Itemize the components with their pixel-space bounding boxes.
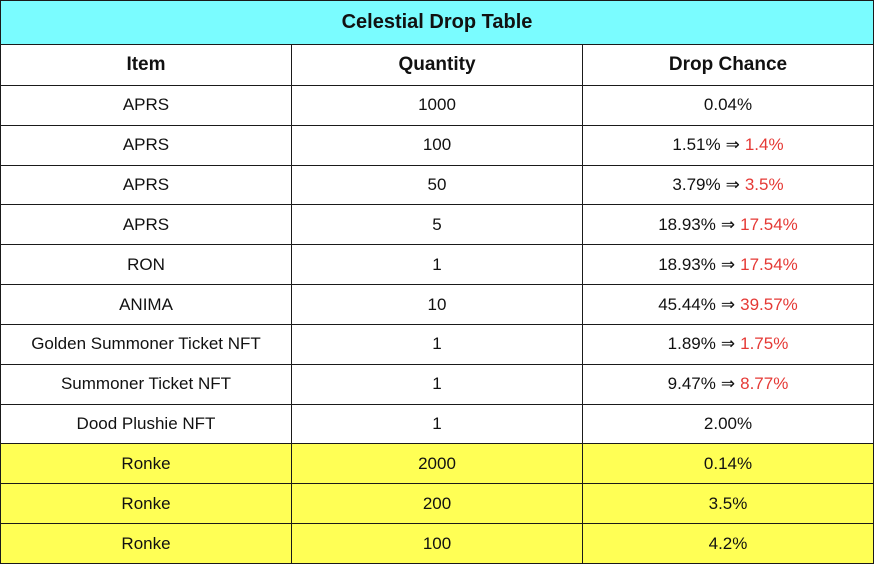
drop-chance-value: 18.93%	[658, 214, 716, 234]
drop-chance-value: 2.00%	[703, 414, 753, 434]
column-header-item: Item	[0, 44, 292, 86]
drop-chance-value: 3.5%	[708, 493, 748, 513]
change-arrow: ⇒	[720, 294, 736, 314]
cell-item: Ronke	[0, 523, 292, 564]
cell-item: ANIMA	[0, 284, 292, 325]
cell-quantity: 2000	[291, 443, 583, 485]
cell-quantity: 5	[291, 204, 583, 246]
cell-drop-chance: 45.44% ⇒ 39.57%	[582, 284, 874, 325]
cell-drop-chance: 18.93% ⇒ 17.54%	[582, 204, 874, 246]
table-row: APRS 5 18.93% ⇒ 17.54%	[0, 204, 874, 246]
cell-drop-chance: 3.79% ⇒ 3.5%	[582, 164, 874, 206]
cell-quantity: 1	[291, 363, 583, 405]
cell-quantity: 50	[291, 164, 583, 206]
cell-quantity: 100	[291, 124, 583, 166]
drop-chance-value: 1.89%	[667, 334, 716, 354]
column-header-quantity: Quantity	[291, 44, 583, 86]
table-row: APRS 100 1.51% ⇒ 1.4%	[0, 124, 874, 166]
table-row: Ronke 200 3.5%	[0, 483, 874, 525]
table-row: Summoner Ticket NFT 1 9.47% ⇒ 8.77%	[0, 363, 874, 405]
cell-item: APRS	[0, 164, 292, 206]
cell-drop-chance: 4.2%	[582, 523, 874, 564]
drop-chance-value: 9.47%	[667, 374, 716, 394]
cell-drop-chance: 1.89% ⇒ 1.75%	[582, 323, 874, 365]
change-arrow: ⇒	[725, 135, 740, 155]
drop-chance-value: 45.44%	[658, 294, 716, 314]
cell-quantity: 1000	[291, 85, 583, 126]
cell-quantity: 1	[291, 323, 583, 365]
change-arrow: ⇒	[725, 175, 740, 195]
table-row: Golden Summoner Ticket NFT 1 1.89% ⇒ 1.75%	[0, 323, 874, 365]
new-drop-chance-value: 17.54%	[740, 254, 798, 274]
table-row: ANIMA 10 45.44% ⇒ 39.57%	[0, 284, 874, 325]
cell-quantity: 10	[291, 284, 583, 325]
cell-drop-chance: 18.93% ⇒ 17.54%	[582, 244, 874, 286]
new-drop-chance-value: 8.77%	[740, 374, 789, 394]
cell-item: Ronke	[0, 443, 292, 485]
table-body: APRS 1000 0.04% APRS 100 1.51% ⇒ 1.4% APRS 50 3.79…	[0, 85, 874, 564]
header-row: Item Quantity Drop Chance	[0, 44, 874, 86]
cell-item: APRS	[0, 124, 292, 166]
cell-quantity: 1	[291, 244, 583, 286]
drop-chance-value: 18.93%	[658, 254, 716, 274]
table-row: APRS 50 3.79% ⇒ 3.5%	[0, 164, 874, 206]
cell-item: Dood Plushie NFT	[0, 403, 292, 445]
table-row: Dood Plushie NFT 1 2.00%	[0, 403, 874, 445]
table-row: APRS 1000 0.04%	[0, 85, 874, 126]
table-row: Ronke 2000 0.14%	[0, 443, 874, 485]
cell-quantity: 200	[291, 483, 583, 525]
drop-chance-value: 1.51%	[672, 135, 721, 155]
change-arrow: ⇒	[720, 334, 736, 354]
drop-chance-value: 0.04%	[703, 95, 753, 115]
table-row: RON 1 18.93% ⇒ 17.54%	[0, 244, 874, 286]
cell-drop-chance: 1.51% ⇒ 1.4%	[582, 124, 874, 166]
new-drop-chance-value: 1.4%	[744, 135, 784, 155]
new-drop-chance-value: 3.5%	[744, 175, 784, 195]
cell-quantity: 100	[291, 523, 583, 564]
cell-drop-chance: 0.04%	[582, 85, 874, 126]
cell-quantity: 1	[291, 403, 583, 445]
new-drop-chance-value: 39.57%	[740, 294, 798, 314]
cell-drop-chance: 2.00%	[582, 403, 874, 445]
cell-drop-chance: 0.14%	[582, 443, 874, 485]
table-title: Celestial Drop Table	[0, 0, 874, 45]
title-row: Celestial Drop Table	[0, 0, 874, 45]
cell-item: Golden Summoner Ticket NFT	[0, 323, 292, 365]
drop-chance-value: 4.2%	[708, 533, 748, 553]
drop-chance-value: 0.14%	[703, 453, 753, 473]
cell-item: Summoner Ticket NFT	[0, 363, 292, 405]
column-header-drop-chance: Drop Chance	[582, 44, 874, 86]
new-drop-chance-value: 17.54%	[740, 214, 798, 234]
cell-item: APRS	[0, 85, 292, 126]
drop-chance-value: 3.79%	[672, 175, 721, 195]
cell-drop-chance: 3.5%	[582, 483, 874, 525]
change-arrow: ⇒	[720, 374, 736, 394]
cell-item: RON	[0, 244, 292, 286]
new-drop-chance-value: 1.75%	[740, 334, 789, 354]
cell-item: APRS	[0, 204, 292, 246]
table-row: Ronke 100 4.2%	[0, 523, 874, 564]
cell-drop-chance: 9.47% ⇒ 8.77%	[582, 363, 874, 405]
change-arrow: ⇒	[720, 214, 736, 234]
change-arrow: ⇒	[720, 254, 736, 274]
cell-item: Ronke	[0, 483, 292, 525]
